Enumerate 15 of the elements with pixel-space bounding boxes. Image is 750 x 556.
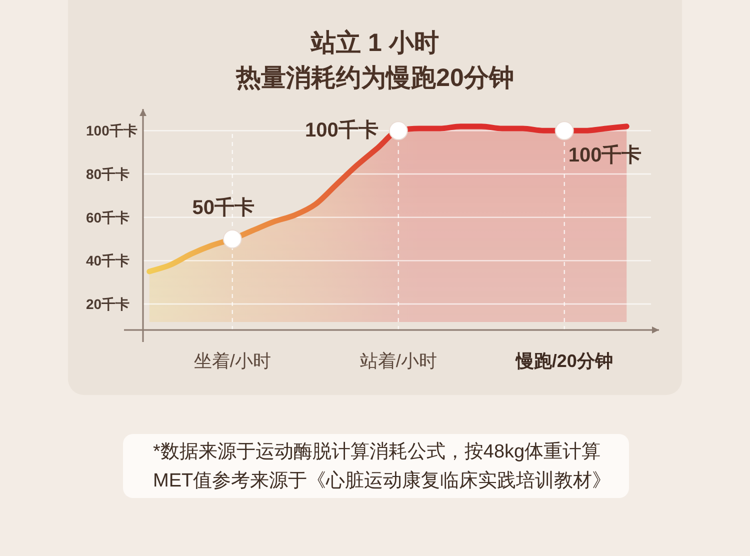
subtitle: 热量消耗约为慢跑20分钟: [236, 64, 514, 92]
annotation: MET值参考来源于《心脏运动康复临床实践培训教材》: [153, 470, 612, 492]
data-label: 100千卡: [568, 144, 642, 167]
y-tick-label: 40千卡: [86, 252, 130, 269]
title: 站立 1 小时: [311, 29, 439, 57]
y-tick-label: 20千卡: [86, 296, 130, 312]
y-tick-label: 80千卡: [86, 166, 130, 182]
x-tick-label: 站着/小时: [360, 351, 437, 371]
data-label: 100千卡: [305, 120, 378, 142]
x-tick-label: 坐着/小时: [194, 351, 271, 371]
y-tick-label: 100千卡: [86, 122, 138, 139]
annotation: *数据来源于运动酶脱计算消耗公式，按48kg体重计算: [153, 442, 601, 462]
y-tick-label: 60千卡: [86, 209, 130, 226]
x-tick-label: 慢跑/20分钟: [516, 351, 613, 371]
data-label: 50千卡: [192, 197, 254, 219]
